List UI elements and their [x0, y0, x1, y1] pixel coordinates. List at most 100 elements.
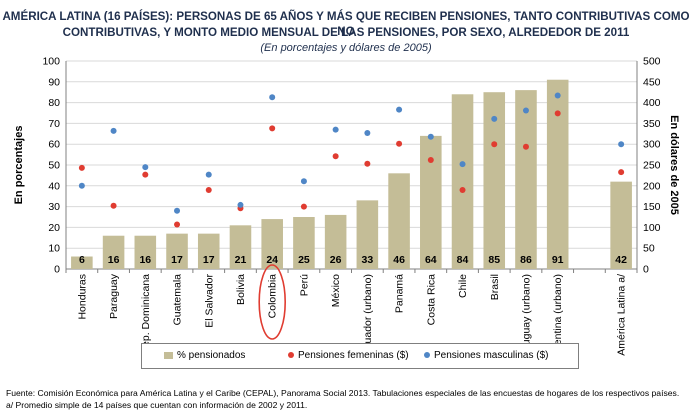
y-tick-label: 0 [54, 264, 60, 276]
y-tick-label: 100 [42, 56, 60, 68]
chart-legend: % pensionados Pensiones femeninas ($) Pe… [141, 343, 579, 369]
legend-swatch-male-dot [424, 352, 430, 359]
legend-item-male: Pensiones masculinas ($) [424, 350, 549, 361]
female-pension-point [364, 160, 371, 167]
bar [356, 200, 379, 269]
y2-tick-label: 200 [643, 180, 661, 192]
bar [261, 219, 283, 269]
y-tick-label: 40 [48, 180, 60, 192]
bar-value-label: 6 [79, 254, 85, 266]
y-tick-label: 10 [48, 243, 60, 255]
y2-tick-label: 50 [643, 243, 655, 255]
bar [293, 217, 315, 269]
bar [166, 233, 188, 269]
bar-value-label: 91 [552, 254, 564, 266]
y2-tick-label: 350 [643, 118, 661, 130]
male-pension-point [205, 171, 212, 178]
female-pension-point [522, 143, 529, 150]
x-tick-label: México [330, 274, 342, 307]
bar [134, 235, 157, 269]
y2-tick-label: 250 [643, 160, 661, 172]
female-pension-point [427, 157, 434, 164]
bar-value-label: 84 [457, 254, 469, 266]
x-tick-label: Uruguay (urbano) [520, 274, 532, 356]
female-pension-point [78, 164, 85, 171]
footnote-source: Fuente: Comisión Económica para América … [6, 388, 680, 398]
x-tick-label: Panamá [394, 274, 406, 313]
male-pension-point [554, 92, 561, 99]
y2-tick-label: 400 [643, 97, 661, 109]
bar [71, 256, 93, 269]
chart-subtitle: (En porcentajes y dólares de 2005) [260, 42, 432, 54]
female-pension-point [300, 203, 307, 210]
female-pension-point [269, 125, 276, 132]
highlight-ellipse [258, 264, 286, 340]
bar [229, 225, 252, 269]
bar [546, 79, 569, 269]
bar-value-label: 85 [488, 254, 500, 266]
male-pension-point [427, 133, 434, 140]
male-pension-point [174, 207, 181, 214]
bar [483, 92, 506, 269]
male-pension-point [522, 107, 529, 114]
x-tick-label: Costa Rica [425, 274, 437, 326]
y2-tick-label: 0 [643, 264, 649, 276]
legend-swatch-female-dot [288, 352, 294, 359]
y2-axis-title: En dólares de 2005 [668, 115, 680, 215]
male-pension-point [491, 115, 498, 122]
male-pension-point [396, 106, 403, 113]
bar-value-label: 46 [393, 254, 405, 266]
female-pension-point [205, 186, 212, 193]
y-tick-label: 20 [48, 222, 60, 234]
male-pension-point [78, 182, 85, 189]
bar [451, 94, 474, 269]
chart-title-line-2: CONTRIBUTIVAS, Y MONTO MEDIO MENSUAL DE … [62, 26, 630, 39]
bar-value-label: 42 [615, 254, 627, 266]
bar [388, 173, 410, 269]
y2-tick-label: 500 [643, 56, 661, 68]
male-pension-point [332, 126, 339, 133]
bar-value-label: 17 [203, 254, 215, 266]
bar-value-label: 33 [362, 254, 374, 266]
bar-value-label: 16 [108, 254, 120, 266]
female-pension-point [332, 153, 339, 160]
y2-tick-label: 300 [643, 139, 661, 151]
female-pension-point [396, 140, 403, 147]
bar-value-label: 26 [330, 254, 342, 266]
legend-item-pensionados: % pensionados [164, 350, 245, 361]
female-pension-point [174, 221, 181, 228]
male-pension-point [269, 94, 276, 101]
bar-value-label: 24 [266, 254, 278, 266]
x-tick-label: El Salvador [203, 274, 215, 328]
chart-title-line-1: AMÉRICA LATINA (16 PAÍSES): PERSONAS DE … [2, 10, 690, 38]
male-pension-point [110, 127, 117, 134]
x-tick-label: Paraguay [108, 273, 120, 319]
legend-label-male: Pensiones masculinas ($) [434, 350, 549, 361]
x-tick-label: Argentina (urbano) [552, 274, 564, 362]
male-pension-point [142, 164, 149, 171]
bar [197, 233, 220, 269]
x-tick-label: Brasil [489, 274, 501, 300]
bar [610, 181, 632, 269]
male-pension-point [237, 201, 244, 208]
x-tick-label: Honduras [76, 274, 88, 320]
bar [515, 90, 537, 270]
legend-label-female: Pensiones femeninas ($) [298, 350, 409, 361]
male-pension-point [364, 129, 371, 136]
legend-swatch-bar [164, 351, 173, 359]
bar-value-label: 64 [425, 254, 437, 266]
y2-tick-label: 100 [643, 222, 661, 234]
y-tick-label: 30 [48, 201, 60, 213]
bar [324, 214, 347, 269]
female-pension-point [110, 202, 117, 209]
y-tick-label: 80 [48, 97, 60, 109]
x-tick-label: Bolivia [235, 274, 247, 305]
bar-value-label: 86 [520, 254, 532, 266]
x-tick-label: Colombia [267, 274, 279, 319]
legend-item-female: Pensiones femeninas ($) [288, 350, 409, 361]
y-tick-label: 90 [48, 76, 60, 88]
male-pension-point [459, 161, 466, 168]
bar-value-label: 25 [298, 254, 310, 266]
y-tick-label: 70 [48, 118, 60, 130]
